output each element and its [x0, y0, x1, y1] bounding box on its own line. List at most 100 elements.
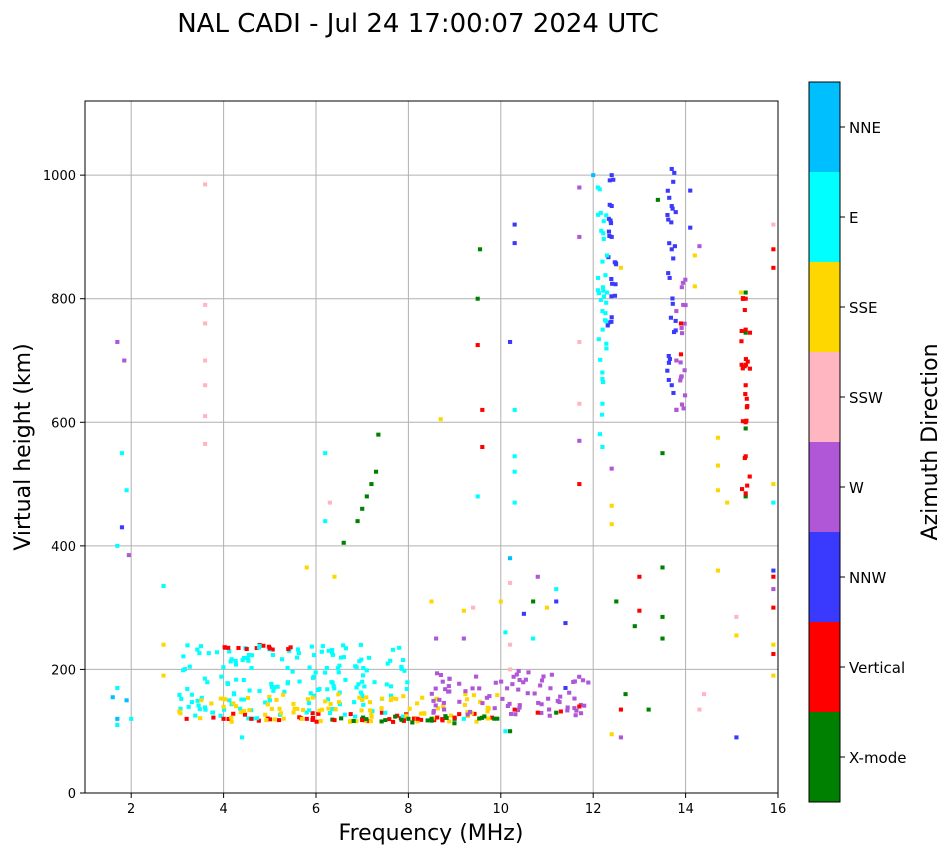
echo-mark-e: [320, 644, 325, 649]
echo-mark-sse: [278, 711, 284, 716]
echo-point-sse: [738, 290, 744, 295]
echo-mark-e: [330, 652, 335, 657]
echo-point-vertical: [535, 710, 540, 715]
echo-mark-sse: [272, 717, 277, 722]
echo-mark-x-mode: [379, 719, 384, 724]
echo-point-ssw: [203, 383, 208, 388]
echo-mark-w: [441, 700, 446, 705]
echo-mark-nnw: [609, 276, 614, 281]
echo-point-vertical: [452, 715, 457, 720]
data-points: [110, 166, 776, 740]
echo-mark-w: [474, 674, 479, 679]
echo-mark-sse: [495, 693, 500, 698]
echo-mark-e: [246, 716, 251, 721]
echo-point-w: [674, 309, 679, 314]
echo-mark-sse: [292, 706, 297, 711]
y-tick-label: 400: [51, 540, 76, 555]
echo-mark-e: [198, 644, 204, 649]
echo-mark-sse: [485, 709, 490, 714]
echo-mark-sse: [368, 719, 373, 724]
echo-mark-vertical: [739, 487, 745, 492]
colorbar-tick-label: Vertical: [849, 659, 905, 677]
echo-mark-e: [239, 697, 244, 702]
echo-mark-sse: [364, 695, 369, 700]
echo-mark-e: [285, 680, 290, 685]
echo-mark-vertical: [387, 717, 392, 722]
echo-mark-w: [546, 696, 551, 701]
echo-mark-vertical: [236, 645, 241, 650]
echo-mark-w: [505, 704, 510, 709]
echo-mark-w: [679, 374, 684, 379]
echo-point-vertical: [771, 651, 776, 656]
echo-mark-e: [269, 684, 274, 689]
echo-mark-e: [361, 702, 366, 707]
echo-mark-sse: [209, 701, 214, 706]
echo-point-x-mode: [743, 290, 748, 295]
echo-mark-sse: [295, 706, 300, 711]
echo-point-e: [397, 645, 402, 650]
echo-mark-e: [202, 676, 207, 681]
y-tick-label: 200: [51, 663, 76, 678]
echo-point-vertical: [332, 718, 337, 723]
echo-mark-sse: [435, 696, 440, 701]
echo-mark-nnw: [610, 281, 615, 286]
echo-point-ssw: [507, 642, 513, 647]
echo-mark-e: [282, 689, 287, 694]
echo-mark-e: [189, 692, 194, 697]
echo-point-vertical: [771, 247, 776, 252]
colorbar-tick-label: NNW: [849, 569, 886, 587]
echo-point-x-mode: [477, 247, 483, 252]
echo-mark-sse: [485, 705, 490, 710]
echo-mark-e: [254, 716, 260, 721]
echo-mark-vertical: [211, 715, 216, 720]
echo-mark-e: [263, 700, 268, 705]
echo-mark-nnw: [673, 210, 678, 215]
y-axis-label: Virtual height (km): [11, 343, 36, 550]
echo-mark-sse: [360, 697, 365, 702]
echo-point-sse: [161, 642, 166, 647]
echo-mark-e: [604, 300, 609, 305]
echo-mark-e: [361, 666, 366, 671]
echo-mark-w: [516, 687, 521, 692]
echo-point-nnw: [669, 383, 674, 388]
echo-mark-w: [547, 713, 552, 718]
echo-mark-e: [324, 666, 329, 671]
echo-mark-nnw: [671, 179, 676, 184]
echo-point-ssw: [507, 580, 513, 585]
echo-point-vertical: [415, 716, 420, 721]
echo-point-x-mode: [660, 565, 665, 570]
echo-mark-vertical: [747, 330, 753, 335]
x-tick-label: 4: [219, 802, 227, 817]
chart-title: NAL CADI - Jul 24 17:00:07 2024 UTC: [177, 9, 659, 39]
colorbar-tick-label: SSE: [849, 299, 878, 317]
echo-mark-w: [517, 705, 522, 710]
echo-mark-e: [354, 665, 359, 670]
echo-mark-nnw: [607, 233, 612, 238]
echo-point-e: [475, 494, 480, 499]
echo-mark-w: [678, 378, 683, 383]
echo-mark-e: [399, 666, 404, 671]
echo-mark-sse: [357, 695, 362, 700]
echo-mark-w: [580, 678, 586, 683]
echo-mark-e: [241, 655, 247, 660]
echo-mark-w: [682, 321, 687, 326]
echo-mark-w: [433, 703, 438, 708]
echo-mark-e: [311, 653, 317, 658]
echo-mark-w: [440, 679, 445, 684]
echo-mark-w: [499, 679, 504, 684]
echo-mark-e: [297, 679, 302, 684]
echo-mark-w: [571, 679, 576, 684]
echo-mark-w: [532, 691, 537, 696]
echo-mark-nnw: [671, 390, 676, 395]
echo-mark-w: [517, 703, 522, 708]
echo-mark-x-mode: [477, 716, 482, 721]
echo-mark-w: [513, 712, 518, 717]
echo-mark-e: [323, 670, 328, 675]
echo-mark-w: [536, 700, 541, 705]
echo-mark-e: [271, 688, 276, 693]
echo-mark-vertical: [419, 717, 424, 722]
echo-point-sse: [609, 522, 614, 527]
echo-mark-sse: [326, 706, 331, 711]
echo-mark-e: [327, 710, 333, 715]
echo-mark-vertical: [747, 474, 752, 479]
